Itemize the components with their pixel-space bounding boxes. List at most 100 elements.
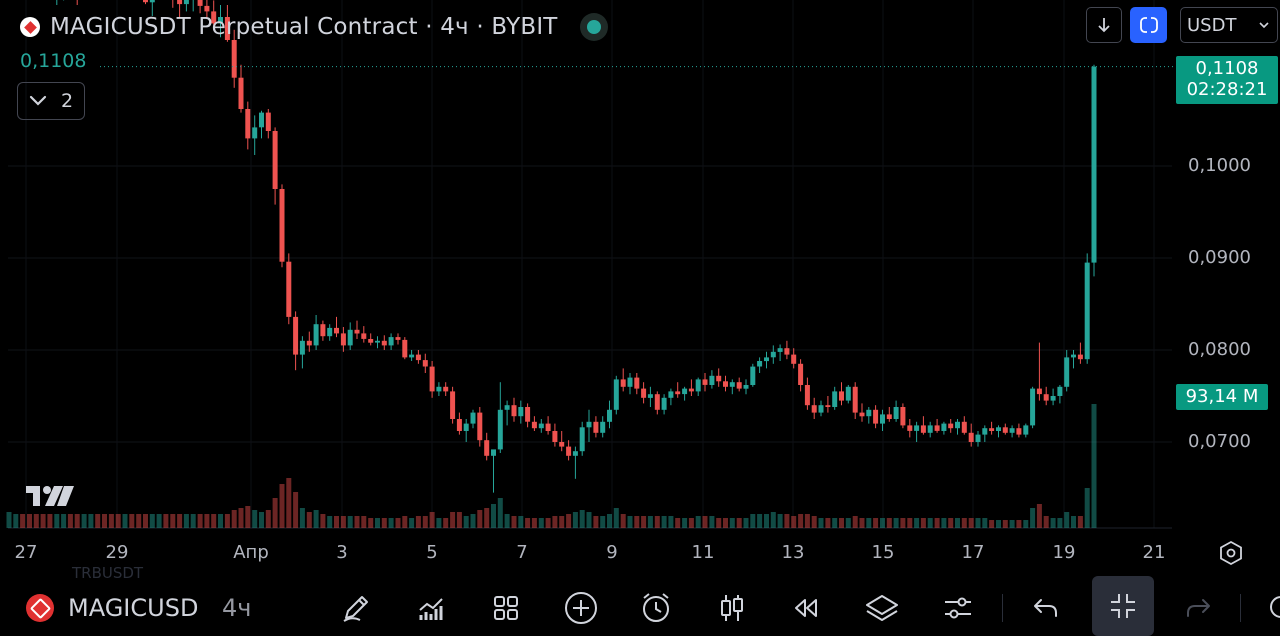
volume-bar (880, 518, 885, 528)
candle-body (920, 425, 926, 433)
candle-body (791, 354, 797, 364)
symbol-selector[interactable]: MAGICUSDT 4ч (26, 594, 251, 622)
tradingview-logo[interactable] (26, 484, 74, 512)
candle-body (149, 0, 155, 3)
alert-button[interactable] (636, 588, 676, 628)
candle-body (368, 339, 374, 343)
layouts-button[interactable] (486, 588, 526, 628)
volume-bar (661, 516, 667, 528)
candle-body (750, 366, 756, 385)
add-button[interactable] (561, 588, 601, 628)
volume-bar (873, 518, 879, 528)
volume-bar (313, 510, 319, 528)
volume-bar (143, 514, 148, 528)
candle-body (593, 421, 599, 433)
volume-bar (784, 514, 790, 528)
chart-settings-button[interactable] (1218, 540, 1244, 570)
volume-bar (47, 514, 53, 528)
draw-button[interactable] (336, 588, 376, 628)
price-axis-tick: 0,0900 (1188, 247, 1251, 268)
candle-body (661, 397, 667, 410)
volume-bar (422, 516, 428, 528)
timeframe-button[interactable]: 4ч (222, 594, 252, 622)
candle-body (381, 340, 387, 346)
candle-body (143, 0, 148, 3)
volume-bar (361, 516, 367, 528)
indicators-button[interactable] (411, 588, 451, 628)
market-status-icon[interactable] (579, 13, 608, 41)
candle-body (204, 5, 210, 12)
volume-bar (729, 518, 735, 528)
volume-bar (914, 518, 920, 528)
scroll-to-latest-button[interactable] (1086, 7, 1122, 43)
tradingview-logo-icon (26, 486, 74, 506)
more-button[interactable] (1256, 588, 1280, 628)
candle-body (688, 388, 694, 392)
candle-body (579, 427, 585, 452)
candle-body (429, 366, 435, 392)
volume-bar (968, 518, 974, 528)
volume-bar (593, 516, 599, 528)
volume-bar (1050, 518, 1056, 528)
redo-icon (1187, 599, 1210, 617)
candle-body (948, 423, 954, 429)
candle-body (777, 348, 783, 352)
sync-button[interactable] (1130, 7, 1167, 43)
volume-bar (456, 512, 462, 528)
candle-body (552, 431, 558, 442)
candle-body (218, 17, 223, 24)
redo-button[interactable] (1178, 588, 1218, 628)
volume-bar (402, 516, 408, 528)
volume-bar (279, 484, 285, 528)
candle-body (245, 109, 251, 139)
volume-bar (95, 514, 101, 528)
candle-body (375, 340, 380, 343)
volume-bar (825, 518, 831, 528)
time-axis-tick: 27 (14, 542, 38, 563)
candle-type-button[interactable] (712, 588, 752, 628)
candle-body (811, 405, 817, 413)
replay-button[interactable] (786, 588, 826, 628)
volume-bar (136, 514, 142, 528)
currency-select[interactable]: USDT (1180, 7, 1278, 43)
volume-bar (395, 518, 401, 528)
volume-bar (859, 518, 865, 528)
candle-body (347, 329, 353, 346)
candle-body (627, 377, 633, 387)
replay-icon (795, 599, 817, 617)
candle-body (497, 409, 503, 450)
candle-type-icon (721, 595, 743, 621)
candle-body (613, 379, 619, 410)
volume-bar (450, 512, 456, 528)
volume-bar (265, 510, 271, 528)
candle-body (682, 388, 688, 395)
volume-bar (1091, 404, 1097, 528)
candle-body (436, 386, 442, 392)
candle-body (538, 423, 544, 429)
volume-bar (272, 498, 278, 528)
candle-body (566, 446, 572, 456)
bar-countdown: 02:28:21 (1186, 79, 1268, 100)
chart-title: MAGICUSDT Perpetual Contract · 4ч · BYBI… (50, 14, 558, 40)
collapse-button[interactable] (1092, 576, 1154, 636)
settings-sliders-button[interactable] (938, 588, 978, 628)
candle-body (450, 391, 456, 419)
volume-bar (415, 516, 421, 528)
volume-bar (1023, 520, 1029, 528)
candle-body (1023, 425, 1029, 435)
symbol-name: MAGICUSDT (68, 594, 198, 622)
undo-button[interactable] (1026, 588, 1066, 628)
layers-button[interactable] (862, 588, 902, 628)
candle-body (409, 354, 415, 358)
volume-bar (839, 518, 844, 528)
legend-toggle-button[interactable]: 2 (17, 82, 85, 120)
volume-bar (484, 508, 490, 528)
candle-body (545, 423, 551, 431)
volume-bar (347, 516, 353, 528)
volume-bar (40, 514, 46, 528)
candle-body (320, 324, 326, 337)
candle-body (238, 77, 244, 109)
candle-body (313, 324, 319, 346)
volume-bar (409, 518, 415, 528)
